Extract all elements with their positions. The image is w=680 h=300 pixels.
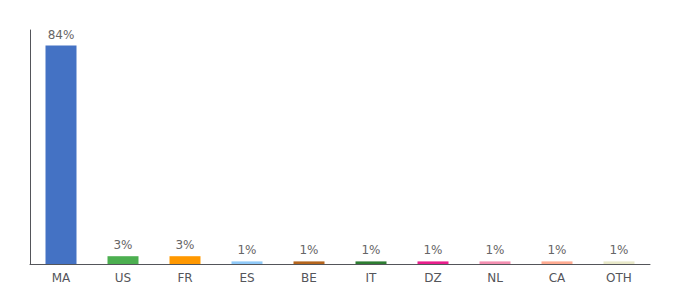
svg-text:ES: ES bbox=[239, 271, 254, 285]
svg-text:NL: NL bbox=[487, 271, 503, 285]
svg-text:1%: 1% bbox=[547, 243, 566, 257]
svg-text:FR: FR bbox=[177, 271, 192, 285]
svg-text:1%: 1% bbox=[299, 243, 318, 257]
svg-text:CA: CA bbox=[549, 271, 566, 285]
svg-text:1%: 1% bbox=[237, 243, 256, 257]
svg-text:1%: 1% bbox=[423, 243, 442, 257]
svg-text:1%: 1% bbox=[485, 243, 504, 257]
svg-text:3%: 3% bbox=[175, 238, 194, 252]
svg-text:MA: MA bbox=[52, 271, 71, 285]
svg-text:3%: 3% bbox=[113, 238, 132, 252]
svg-text:1%: 1% bbox=[361, 243, 380, 257]
svg-text:IT: IT bbox=[366, 271, 378, 285]
svg-text:84%: 84% bbox=[48, 28, 75, 42]
svg-text:DZ: DZ bbox=[424, 271, 441, 285]
svg-text:BE: BE bbox=[301, 271, 317, 285]
svg-text:1%: 1% bbox=[609, 243, 628, 257]
svg-text:US: US bbox=[115, 271, 131, 285]
svg-text:OTH: OTH bbox=[606, 271, 632, 285]
